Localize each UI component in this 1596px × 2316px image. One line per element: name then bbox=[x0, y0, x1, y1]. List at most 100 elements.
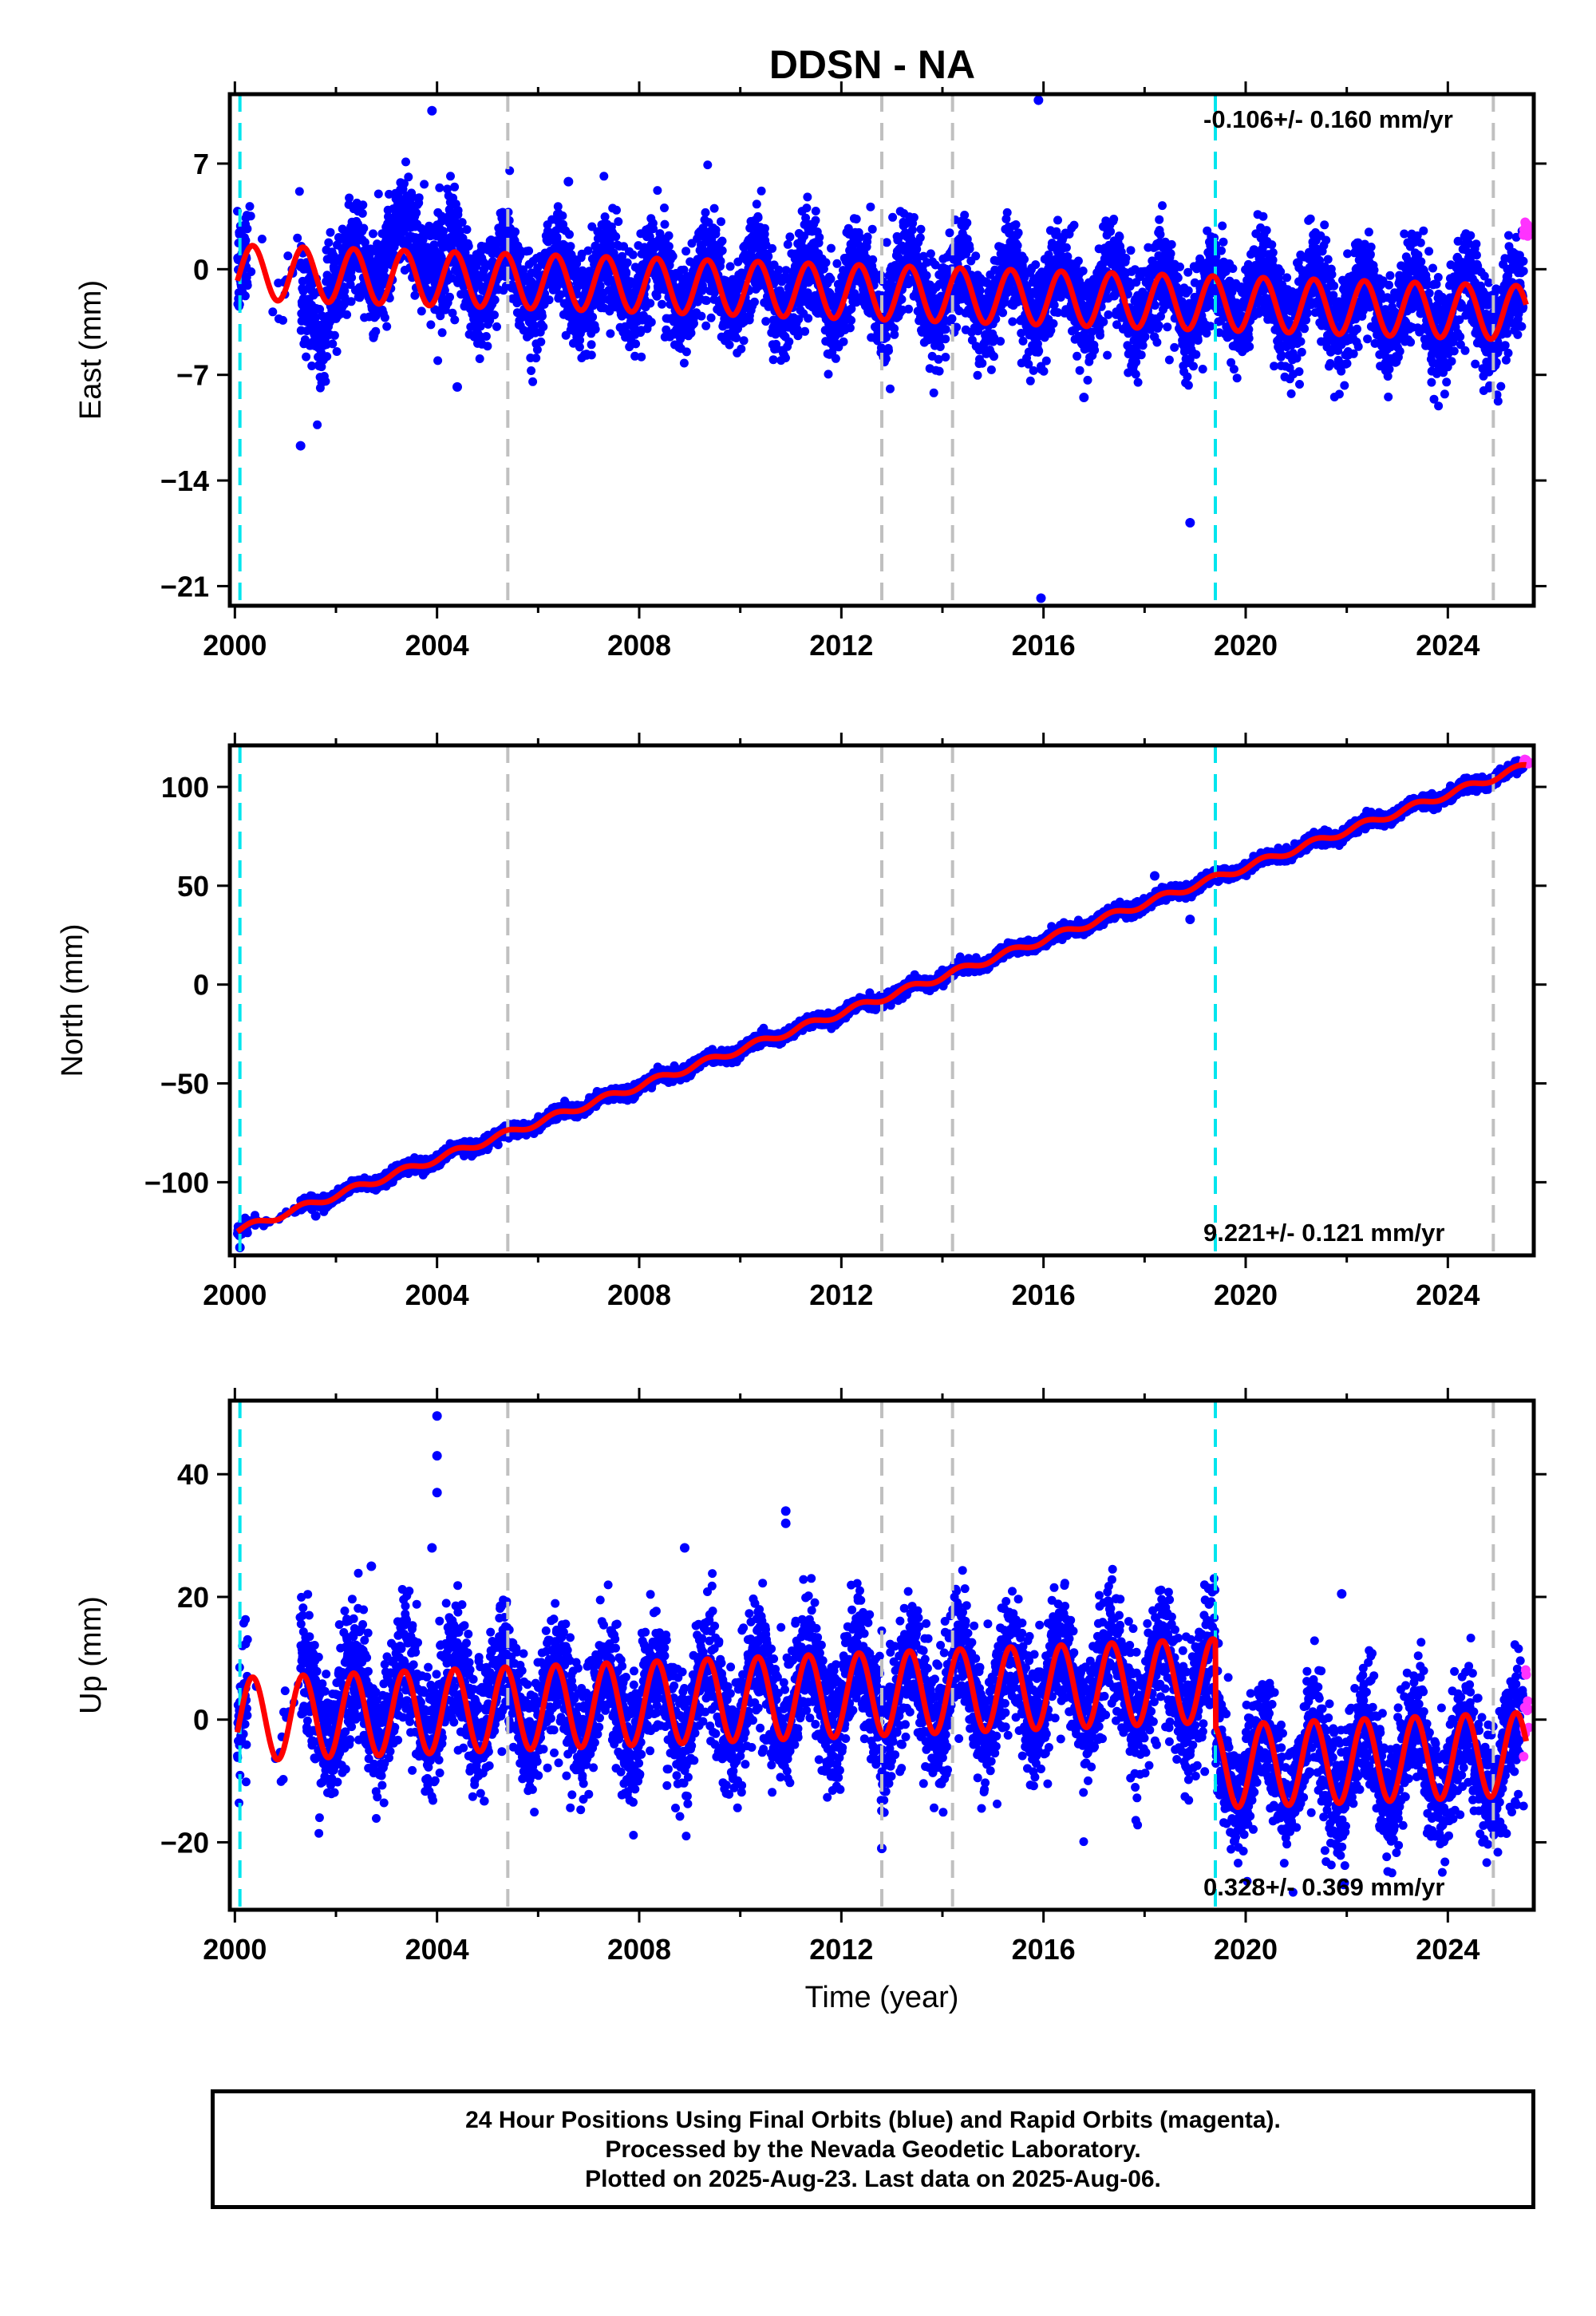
east-point bbox=[1166, 249, 1175, 259]
east-point bbox=[679, 358, 689, 368]
east-point bbox=[975, 286, 985, 295]
east-point bbox=[358, 200, 368, 210]
east-point bbox=[847, 315, 856, 325]
east-point bbox=[1198, 365, 1207, 373]
east-point bbox=[867, 224, 877, 234]
east-point bbox=[450, 182, 460, 192]
east-point bbox=[462, 225, 472, 235]
east-point bbox=[752, 200, 761, 209]
east-point bbox=[293, 233, 302, 243]
east-point bbox=[446, 172, 455, 181]
east-point bbox=[575, 342, 584, 352]
east-point bbox=[1183, 381, 1193, 390]
east-point bbox=[717, 236, 727, 246]
east-point bbox=[637, 352, 646, 362]
east-point bbox=[1228, 264, 1238, 273]
east-point bbox=[247, 267, 256, 276]
east-point bbox=[781, 266, 791, 275]
east-point bbox=[414, 193, 424, 203]
east-point bbox=[1219, 237, 1228, 247]
panels: 2000 2004 2008 2012 2016 2020 202470−7−14−21Ea… bbox=[56, 81, 1547, 2014]
east-point bbox=[701, 207, 710, 217]
east-point bbox=[851, 215, 861, 223]
east-point bbox=[453, 206, 463, 215]
east-point bbox=[1158, 201, 1167, 211]
east-point bbox=[1025, 376, 1035, 385]
east-point bbox=[1244, 334, 1254, 343]
east-point bbox=[1013, 241, 1022, 251]
east-point bbox=[572, 259, 582, 268]
east-point bbox=[243, 224, 252, 234]
east-point bbox=[783, 239, 792, 249]
east-point bbox=[450, 315, 460, 325]
east-point bbox=[863, 232, 872, 242]
east-point bbox=[757, 186, 766, 196]
east-point bbox=[268, 307, 278, 317]
east-point bbox=[815, 232, 824, 242]
east-point bbox=[926, 249, 935, 259]
east-point bbox=[1131, 370, 1140, 379]
east-point bbox=[697, 311, 706, 321]
east-point bbox=[701, 321, 711, 330]
east-point bbox=[600, 212, 610, 222]
east-point bbox=[457, 218, 467, 227]
east-point bbox=[1193, 336, 1203, 345]
east-point bbox=[1031, 260, 1041, 270]
east-point bbox=[739, 336, 749, 346]
east-point bbox=[725, 340, 734, 350]
east-point bbox=[711, 225, 721, 235]
east-point bbox=[1073, 351, 1082, 361]
east-point bbox=[1268, 248, 1278, 257]
east-point bbox=[298, 287, 308, 296]
east-point bbox=[1155, 215, 1164, 224]
east-point bbox=[401, 157, 410, 167]
east-point bbox=[1140, 332, 1150, 342]
east-point bbox=[884, 346, 893, 355]
east-point bbox=[371, 311, 381, 321]
figure-title: DDSN - NA bbox=[769, 42, 975, 87]
east-point bbox=[1011, 220, 1021, 229]
east-point bbox=[1136, 350, 1146, 360]
east-point bbox=[420, 180, 429, 189]
east-point bbox=[530, 321, 539, 330]
east-point bbox=[1189, 362, 1198, 371]
east-point bbox=[371, 326, 381, 336]
east-point bbox=[1034, 346, 1044, 356]
east-point bbox=[1152, 338, 1162, 347]
east-point bbox=[706, 313, 716, 322]
east-point bbox=[528, 377, 538, 386]
east-point bbox=[827, 243, 836, 253]
east-point bbox=[888, 212, 898, 222]
east-point bbox=[839, 337, 848, 346]
east-point bbox=[544, 295, 554, 305]
east-point bbox=[1078, 267, 1088, 275]
panel-east: 2000 2004 2008 2012 2016 2020 202470−7−14−21Ea… bbox=[74, 81, 1547, 662]
east-point bbox=[1090, 346, 1100, 355]
east-point bbox=[802, 204, 812, 213]
east-point bbox=[1126, 246, 1136, 255]
east-point bbox=[1267, 240, 1277, 250]
east-point bbox=[768, 243, 777, 253]
east-point bbox=[811, 207, 820, 215]
east-point bbox=[481, 332, 491, 341]
east-point bbox=[753, 213, 763, 223]
east-point bbox=[990, 352, 998, 362]
east-point bbox=[978, 358, 987, 368]
east-point bbox=[732, 334, 741, 342]
east-point bbox=[1103, 350, 1112, 360]
east-point bbox=[1013, 228, 1023, 238]
east-point bbox=[1121, 254, 1131, 263]
east-point bbox=[532, 345, 542, 354]
east-point bbox=[483, 342, 492, 351]
east-point bbox=[1154, 321, 1163, 330]
east-point bbox=[689, 318, 698, 328]
east-point bbox=[1175, 262, 1184, 271]
east-point bbox=[664, 231, 674, 240]
east-point bbox=[971, 251, 981, 261]
east-point bbox=[553, 202, 563, 211]
east-point bbox=[1069, 220, 1079, 230]
east-point bbox=[717, 217, 725, 227]
east-point bbox=[660, 204, 669, 212]
east-point bbox=[583, 246, 593, 255]
east-point bbox=[245, 202, 255, 211]
